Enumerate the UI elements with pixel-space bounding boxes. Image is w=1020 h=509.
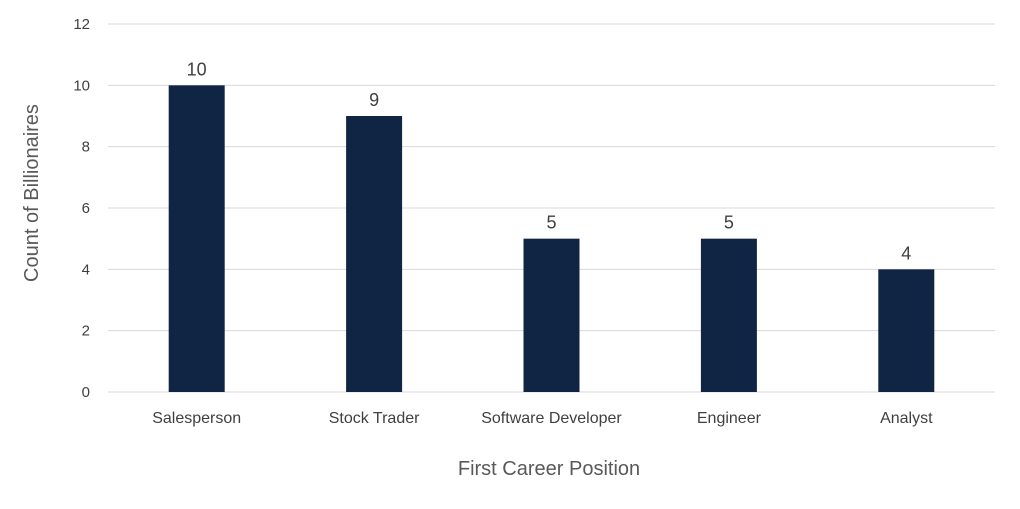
x-axis-ticks: Salesperson Stock Trader Software Develope… [152,410,933,427]
y-axis-title: Count of Billionaires [21,104,43,282]
bar [346,116,403,392]
bar [168,85,225,392]
bar [878,269,935,392]
x-tick-label: Stock Trader [329,410,420,427]
data-label: 10 [187,59,207,79]
bar [700,238,757,392]
y-tick-label: 2 [82,323,90,340]
data-label: 9 [369,90,379,110]
bar [523,238,580,392]
x-tick-label: Engineer [697,410,762,427]
x-axis-title: First Career Position [458,458,640,480]
y-axis-ticks: 0 2 4 6 8 10 12 [73,16,90,401]
y-tick-label: 0 [82,384,90,401]
x-tick-label: Software Developer [481,410,622,427]
y-tick-label: 10 [73,77,90,94]
data-label: 5 [724,213,734,233]
data-label: 4 [901,243,911,263]
data-labels: 10 9 5 5 4 [187,59,912,263]
y-tick-label: 6 [82,200,90,217]
x-tick-label: Salesperson [152,410,241,427]
data-label: 5 [546,213,556,233]
y-tick-label: 8 [82,139,90,156]
y-tick-label: 4 [82,261,90,278]
x-tick-label: Analyst [880,410,933,427]
bars [168,85,935,392]
y-tick-label: 12 [73,16,90,33]
